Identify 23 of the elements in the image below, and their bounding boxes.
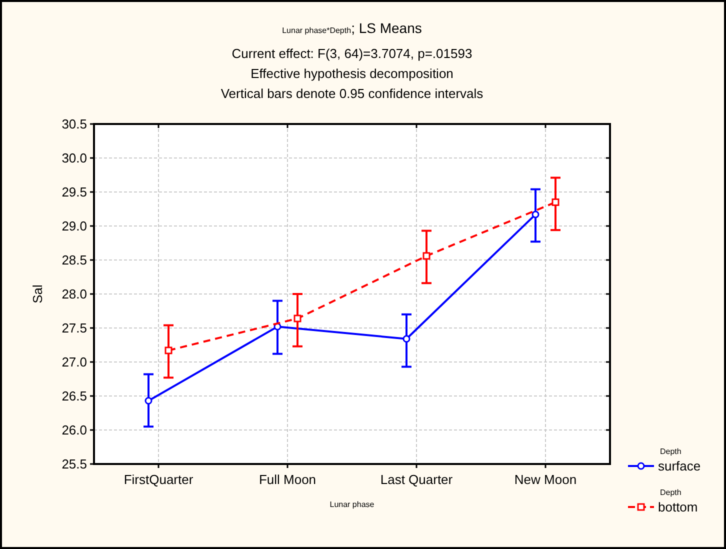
legend-title: Depth [660, 447, 682, 456]
y-tick-label: 27.0 [62, 354, 87, 370]
y-tick-label: 26.0 [62, 422, 87, 438]
x-tick-label: Full Moon [258, 472, 316, 487]
y-axis-title: Sal [30, 284, 45, 304]
x-tick-label: FirstQuarter [124, 472, 194, 487]
chart-subtitle: Current effect: F(3, 64)=3.7074, p=.01593 Effective hypothesis decomposition Vertical bars denote 0.95 confidence intervals [220, 46, 484, 101]
x-axis-title: Lunar phase [330, 500, 375, 509]
legend-label: bottom [658, 500, 698, 515]
y-tick-label: 28.0 [62, 286, 87, 302]
x-tick-label: New Moon [514, 472, 577, 487]
text: Depth [660, 488, 682, 497]
y-tick-label: 26.5 [62, 388, 87, 404]
x-tick-label: Last Quarter [380, 472, 454, 487]
legend-label: surface [658, 458, 701, 474]
y-tick-label: 29.5 [62, 184, 87, 200]
y-tick-label: 27.5 [62, 320, 87, 336]
y-tick-label: 28.5 [62, 252, 87, 268]
y-tick-label: 30.0 [62, 150, 87, 166]
y-tick-label: 30.5 [62, 116, 87, 132]
y-tick-label: 29.0 [62, 218, 87, 234]
y-tick-label: 25.5 [62, 456, 87, 472]
chart-title: Lunar phase*Depth; LS Means [282, 20, 422, 36]
